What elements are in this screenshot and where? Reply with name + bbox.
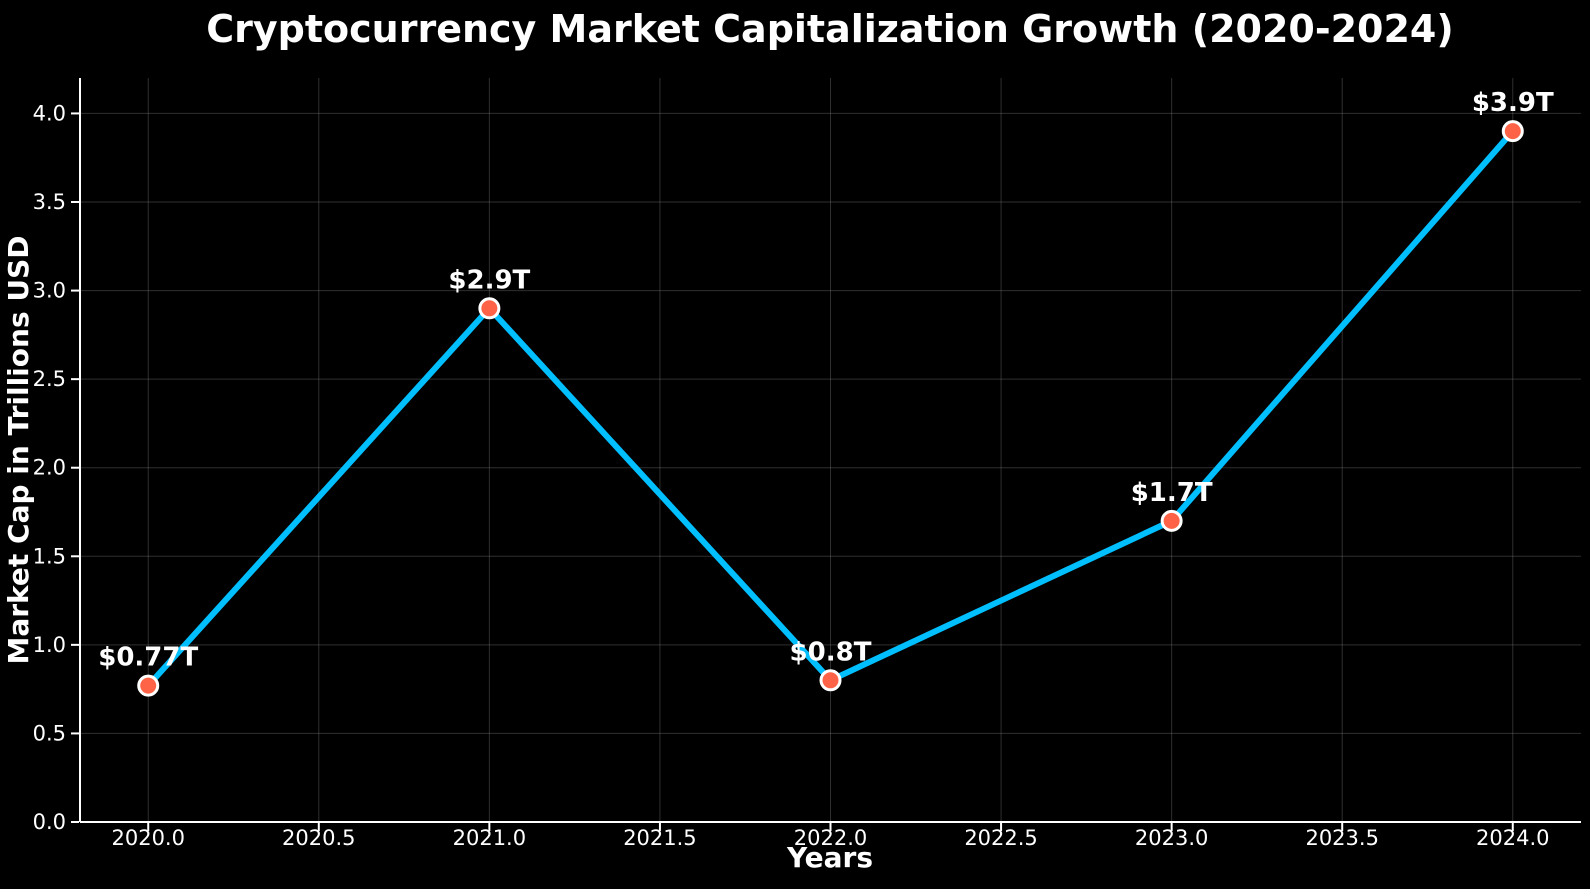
y-tick-label: 0.0: [33, 810, 66, 834]
y-tick-label: 2.5: [33, 367, 66, 391]
x-tick-label: 2021.5: [623, 826, 696, 850]
point-annotation: $3.9T: [1472, 88, 1554, 118]
y-tick-label: 1.0: [33, 633, 66, 657]
point-annotation: $1.7T: [1131, 478, 1213, 508]
y-tick-label: 3.0: [33, 279, 66, 303]
point-annotation: $2.9T: [448, 265, 530, 295]
annotation-layer: $0.77T $2.9T $0.8T $1.7T $3.9T: [98, 88, 1554, 672]
data-point-marker: [819, 669, 842, 692]
x-tick-label: 2020.5: [282, 826, 355, 850]
x-tick-label: 2021.0: [453, 826, 526, 850]
x-tick-label: 2022.5: [964, 826, 1037, 850]
tick-layer: 2020.0 2020.5 2021.0 2021.5 2022.0 2022.5 2023…: [33, 101, 1550, 850]
chart-title: Cryptocurrency Market Capitalization Gro…: [206, 7, 1453, 51]
x-tick-label: 2024.0: [1476, 826, 1549, 850]
x-tick-label: 2022.0: [794, 826, 867, 850]
point-annotation: $0.8T: [790, 637, 872, 667]
data-point-marker: [478, 297, 501, 320]
y-tick-label: 3.5: [33, 190, 66, 214]
y-tick-label: 2.0: [33, 456, 66, 480]
data-point-marker: [1160, 509, 1183, 532]
x-tick-label: 2020.0: [111, 826, 184, 850]
series-layer: [137, 120, 1524, 697]
y-tick-label: 0.5: [33, 721, 66, 745]
y-axis-label: Market Cap in Trillions USD: [2, 235, 35, 664]
y-tick-label: 1.5: [33, 544, 66, 568]
data-point-marker: [1501, 120, 1524, 143]
point-annotation: $0.77T: [98, 643, 198, 673]
x-tick-label: 2023.5: [1305, 826, 1378, 850]
x-tick-label: 2023.0: [1135, 826, 1208, 850]
data-point-marker: [137, 674, 160, 697]
y-tick-label: 4.0: [33, 101, 66, 125]
grid-layer: [80, 78, 1581, 823]
x-axis-label: Years: [786, 841, 873, 874]
axis-layer: 2020.0 2020.5 2021.0 2021.5 2022.0 2022.5 2023…: [33, 78, 1581, 850]
